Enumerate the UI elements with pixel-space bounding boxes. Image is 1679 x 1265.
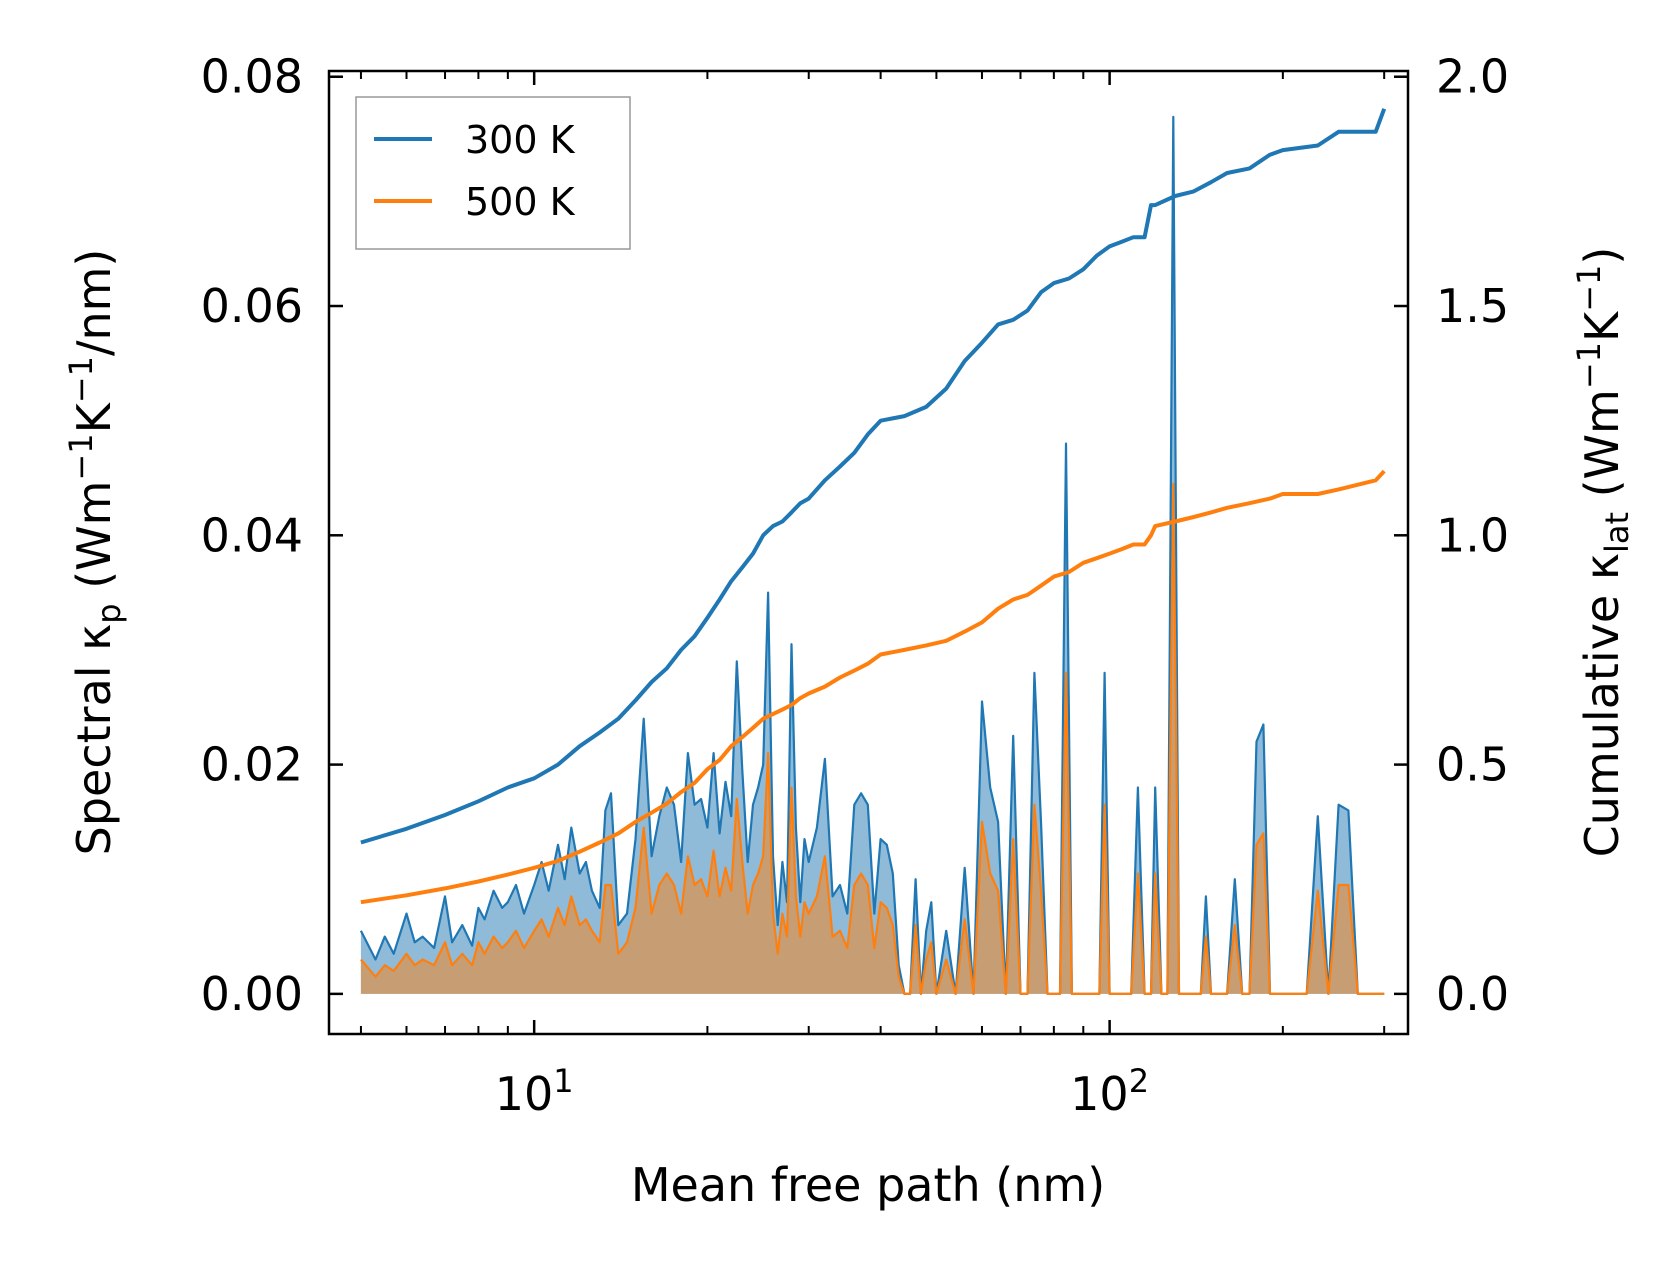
left-axis-label: Spectral κp (Wm−1K−1/nm): [62, 249, 128, 856]
cumulative-line-500k: [360, 469, 1386, 905]
left-tick-label: 0.04: [201, 508, 303, 562]
x-tick-label: 101: [495, 1062, 574, 1121]
left-tick-label: 0.06: [201, 279, 303, 333]
right-tick-label: 2.0: [1436, 50, 1509, 104]
x-tick-label: 102: [1070, 1062, 1149, 1121]
right-axis-label-unit-open: (Wm: [1575, 389, 1629, 512]
right-axis-label-sub: lat: [1598, 512, 1636, 553]
right-tick-label: 0.0: [1436, 967, 1509, 1021]
left-axis-label-sup1: −1: [62, 433, 100, 480]
legend-box: [355, 96, 631, 250]
left-axis-label-main: Spectral κ: [67, 624, 121, 856]
legend-label-300k: 300 K: [465, 118, 576, 162]
plot-frame: [327, 69, 1410, 1036]
legend-label-500k: 500 K: [465, 180, 576, 224]
left-tick-label: 0.00: [201, 967, 303, 1021]
right-tick-label: 0.5: [1436, 738, 1509, 792]
left-axis-label-unit-mid: K: [67, 401, 121, 433]
right-axis-label-sup2: −1: [1570, 265, 1608, 312]
legend: 300 K 500 K: [355, 96, 631, 250]
right-axis-label-unit-close: ): [1575, 247, 1629, 265]
cumulative-lines: [360, 108, 1387, 905]
left-tick-label: 0.08: [201, 50, 303, 104]
left-axis-label-sub: p: [90, 603, 128, 623]
left-axis-label-sup2: −1: [62, 356, 100, 403]
left-tick-labels: 0.00 0.02 0.04 0.06 0.08: [201, 50, 303, 1021]
cumulative-line-300k: [360, 108, 1387, 845]
right-tick-labels: 0.0 0.5 1.0 1.5 2.0: [1436, 50, 1509, 1021]
spectral-line-500k: [360, 482, 1385, 996]
axis-ticks: [329, 71, 1408, 1034]
right-axis-label-main: Cumulative κ: [1575, 553, 1629, 857]
spectral-lines: [359, 115, 1385, 996]
right-tick-label: 1.5: [1436, 279, 1509, 333]
left-tick-label: 0.02: [201, 738, 303, 792]
left-axis-label-unit-open: (Wm: [67, 481, 121, 604]
right-axis-label: Cumulative κlat (Wm−1K−1): [1570, 247, 1636, 858]
right-axis-label-unit-mid: K: [1575, 310, 1629, 342]
x-axis-label: Mean free path (nm): [631, 1158, 1105, 1212]
right-axis-label-sup1: −1: [1570, 342, 1608, 389]
x-tick-labels: 101 102: [495, 1062, 1149, 1121]
left-axis-label-unit-close: /nm): [67, 249, 121, 356]
right-tick-label: 1.0: [1436, 508, 1509, 562]
